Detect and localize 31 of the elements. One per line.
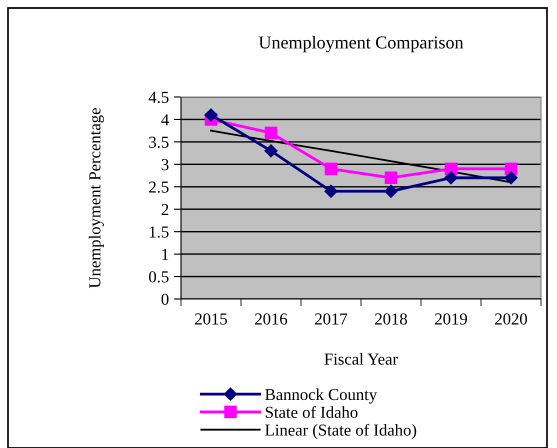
point (204, 108, 218, 122)
x-tick-label: 2020 (495, 313, 528, 325)
chart-title: Unemployment Comparison (258, 36, 464, 52)
point (324, 162, 338, 176)
point (504, 171, 518, 184)
x-tick-label: 2017 (315, 313, 348, 325)
point (384, 184, 398, 198)
y-tick-label: 4.5 (148, 92, 169, 104)
y-tick-label: 3.5 (149, 136, 169, 148)
x-tick-label: 2019 (435, 313, 467, 325)
x-tick-label: 2015 (195, 313, 228, 325)
x-tick-label: 2016 (255, 313, 288, 325)
point (384, 172, 398, 184)
point (324, 184, 338, 198)
point (264, 126, 278, 140)
legend-label: State of Idaho (266, 406, 358, 418)
y-tick-label: 1 (162, 248, 168, 260)
x-tick-label: 2018 (375, 313, 408, 325)
y-tick-label: 0 (161, 294, 169, 305)
point (264, 144, 278, 158)
y-tick-label: 4 (161, 114, 169, 126)
y-tick-label: 3 (162, 159, 169, 170)
y-tick-label: 2 (162, 204, 168, 216)
y-tick-label: 1.5 (150, 226, 169, 238)
y-tick-label: 0.5 (148, 271, 169, 283)
legend-label: Bannock County (265, 388, 378, 404)
legend-label: Linear (State of Idaho) (265, 424, 416, 440)
x-axis-title: Fiscal Year (324, 353, 398, 365)
y-axis-title: Unemployment Percentage (88, 108, 104, 288)
y-tick-label: 2.5 (149, 182, 169, 193)
point (444, 171, 458, 184)
